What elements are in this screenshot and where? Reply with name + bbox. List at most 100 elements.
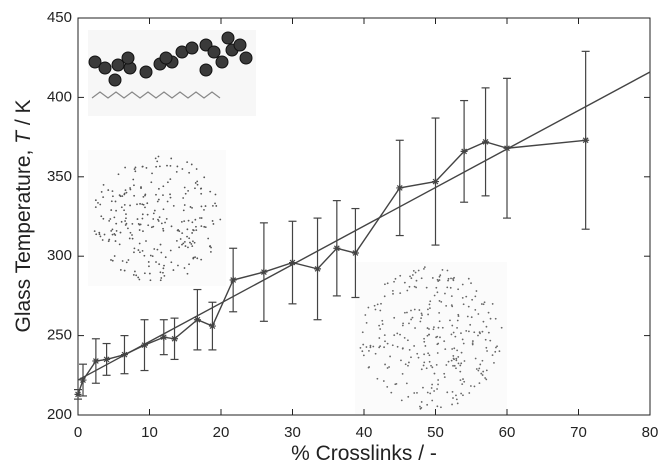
network-dot	[451, 403, 453, 406]
network-dot	[181, 168, 184, 170]
network-dot	[452, 331, 455, 334]
network-dot	[140, 186, 142, 188]
network-dot	[393, 316, 396, 319]
network-dot	[423, 340, 426, 343]
network-dot	[451, 305, 454, 308]
network-dot	[494, 350, 497, 353]
network-dot	[426, 308, 429, 311]
network-dot	[456, 349, 459, 352]
network-dot	[463, 360, 466, 362]
network-dot	[401, 372, 404, 375]
network-dot	[132, 178, 135, 181]
network-dot	[109, 218, 112, 220]
network-dot	[406, 311, 408, 314]
network-dot	[145, 240, 147, 242]
network-dot	[425, 367, 428, 370]
network-dot	[455, 398, 458, 401]
network-dot	[416, 392, 418, 394]
network-dot	[454, 335, 457, 338]
network-dot	[139, 251, 141, 254]
network-dot	[111, 233, 114, 236]
network-dot	[195, 229, 198, 232]
network-dot	[204, 205, 207, 207]
network-dot	[99, 235, 102, 238]
network-dot	[460, 362, 463, 365]
network-dot	[129, 188, 132, 191]
data-point	[314, 265, 322, 273]
network-dot	[110, 259, 112, 261]
network-dot	[129, 204, 131, 207]
network-dot	[379, 309, 382, 312]
network-dot	[361, 331, 364, 334]
network-dot	[437, 379, 440, 381]
network-dot	[170, 225, 173, 228]
network-dot	[113, 255, 116, 257]
network-dot	[195, 225, 197, 228]
network-dot	[121, 195, 124, 198]
network-dot	[449, 319, 451, 322]
network-dot	[102, 217, 105, 220]
network-dot	[462, 303, 465, 306]
network-dot	[455, 357, 458, 360]
network-dot	[143, 272, 146, 275]
network-dot	[154, 157, 157, 160]
network-dot	[158, 216, 161, 219]
network-dot	[486, 350, 488, 352]
data-point	[171, 335, 179, 343]
network-dot	[162, 185, 165, 188]
data-point	[333, 244, 341, 252]
network-dot	[419, 407, 422, 410]
network-dot	[487, 331, 490, 334]
network-dot	[160, 222, 163, 225]
network-dot	[475, 290, 478, 292]
network-dot	[441, 269, 444, 271]
network-dot	[481, 374, 484, 376]
molecule-bead	[185, 41, 199, 55]
network-dot	[107, 240, 110, 243]
network-dot	[460, 351, 463, 354]
network-dot	[141, 249, 144, 252]
network-dot	[438, 279, 441, 281]
network-dot	[169, 249, 172, 252]
molecule-bead	[98, 61, 112, 75]
network-dot	[162, 267, 165, 270]
network-dot	[190, 163, 193, 166]
network-dot	[142, 195, 145, 198]
network-dot	[487, 311, 490, 314]
network-dot	[98, 231, 101, 234]
network-dot	[369, 346, 372, 349]
network-dot	[475, 368, 478, 370]
network-dot	[94, 199, 97, 202]
network-dot	[411, 316, 414, 319]
network-dot	[186, 235, 188, 238]
network-dot	[452, 279, 455, 282]
network-dot	[384, 283, 386, 286]
network-dot	[445, 364, 448, 366]
network-dot	[411, 274, 414, 276]
network-dot	[195, 168, 198, 170]
network-dot	[463, 380, 466, 383]
network-dot	[440, 406, 442, 409]
network-dot	[138, 278, 141, 281]
network-dot	[421, 314, 423, 317]
network-dot	[157, 220, 160, 222]
network-dot	[420, 317, 423, 319]
network-dot	[431, 366, 434, 369]
network-dot	[148, 272, 151, 275]
network-dot	[429, 300, 432, 303]
network-dot	[182, 197, 185, 199]
network-dot	[457, 313, 460, 316]
network-dot	[474, 357, 477, 360]
network-dot	[471, 340, 474, 342]
network-dot	[406, 289, 409, 292]
network-dot	[113, 216, 116, 219]
network-dot	[479, 363, 482, 366]
network-dot	[478, 367, 481, 370]
network-dot	[413, 345, 416, 347]
network-dot	[196, 180, 199, 183]
network-dot	[401, 324, 404, 327]
network-dot	[186, 228, 189, 231]
network-dot	[455, 367, 457, 370]
network-dot	[471, 342, 474, 345]
molecule-bead	[108, 73, 122, 87]
